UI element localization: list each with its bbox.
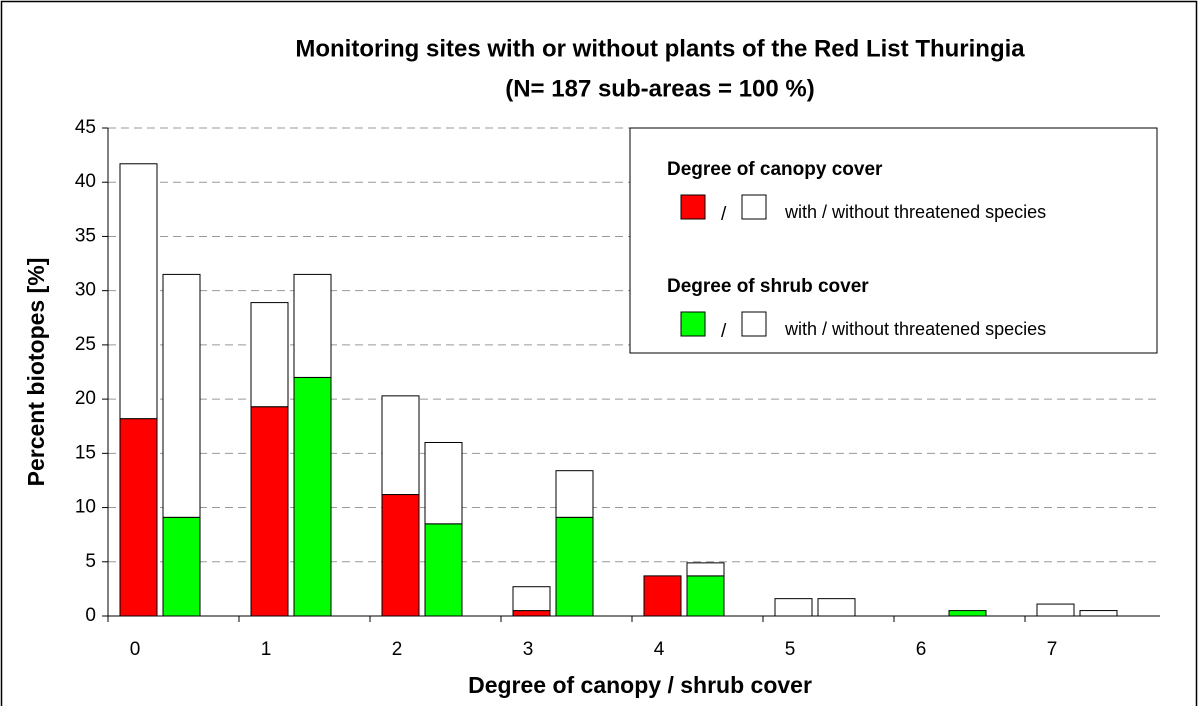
y-tick-label: 15 [75,442,96,463]
x-tick-label: 1 [261,639,272,660]
chart-subtitle: (N= 187 sub-areas = 100 %) [505,75,815,102]
y-tick-label: 25 [75,334,96,355]
bar-without [424,441,463,525]
x-tick-label: 0 [130,639,141,660]
y-tick-label: 10 [75,497,96,518]
legend-separator: / [721,321,727,342]
bar-without [817,598,856,617]
legend-box [629,127,1158,354]
bar-with [293,376,332,617]
bar-without [119,163,158,420]
y-tick-label: 40 [75,171,96,192]
legend-swatch-without [741,194,767,220]
y-tick-label: 45 [75,117,96,138]
bar-with [555,516,594,617]
bar-without [512,586,551,612]
bar-without [1036,603,1075,617]
x-tick-label: 6 [916,639,927,660]
bar-with [119,418,158,617]
legend-label: with / without threatened species [784,319,1046,339]
chart-title: Monitoring sites with or without plants … [295,35,1025,62]
bar-without [1079,610,1118,617]
bar-without [381,395,420,496]
bar-with [250,406,289,617]
bar-with [424,523,463,617]
legend-swatch-with [680,194,706,220]
x-tick-label: 5 [785,639,796,660]
bar-with [686,575,725,617]
x-tick-label: 4 [654,639,665,660]
legend-swatch-without [741,311,767,337]
legend-title: Degree of canopy cover [667,159,883,180]
y-tick-label: 20 [75,388,96,409]
bar-with [643,575,682,617]
bar-with [162,516,201,617]
y-tick-label: 5 [85,551,96,572]
legend-title: Degree of shrub cover [667,276,869,297]
bar-with [512,610,551,617]
bar-without [686,562,725,577]
x-axis-label: Degree of canopy / shrub cover [468,672,812,698]
x-tick-label: 3 [523,639,534,660]
bar-without [293,273,332,378]
bar-with [381,494,420,617]
bar-without [774,598,813,617]
y-axis-label: Percent biotopes [%] [23,258,49,487]
x-tick-label: 2 [392,639,403,660]
y-tick-label: 0 [85,605,96,626]
bar-without [555,470,594,518]
legend-label: with / without threatened species [784,202,1046,222]
y-tick-label: 30 [75,280,96,301]
legend-separator: / [721,204,727,225]
legend-swatch-with [680,311,706,337]
y-tick-label: 35 [75,225,96,246]
x-tick-label: 7 [1047,639,1058,660]
bar-without [250,302,289,408]
bar-with [948,610,987,617]
bar-without [162,273,201,518]
